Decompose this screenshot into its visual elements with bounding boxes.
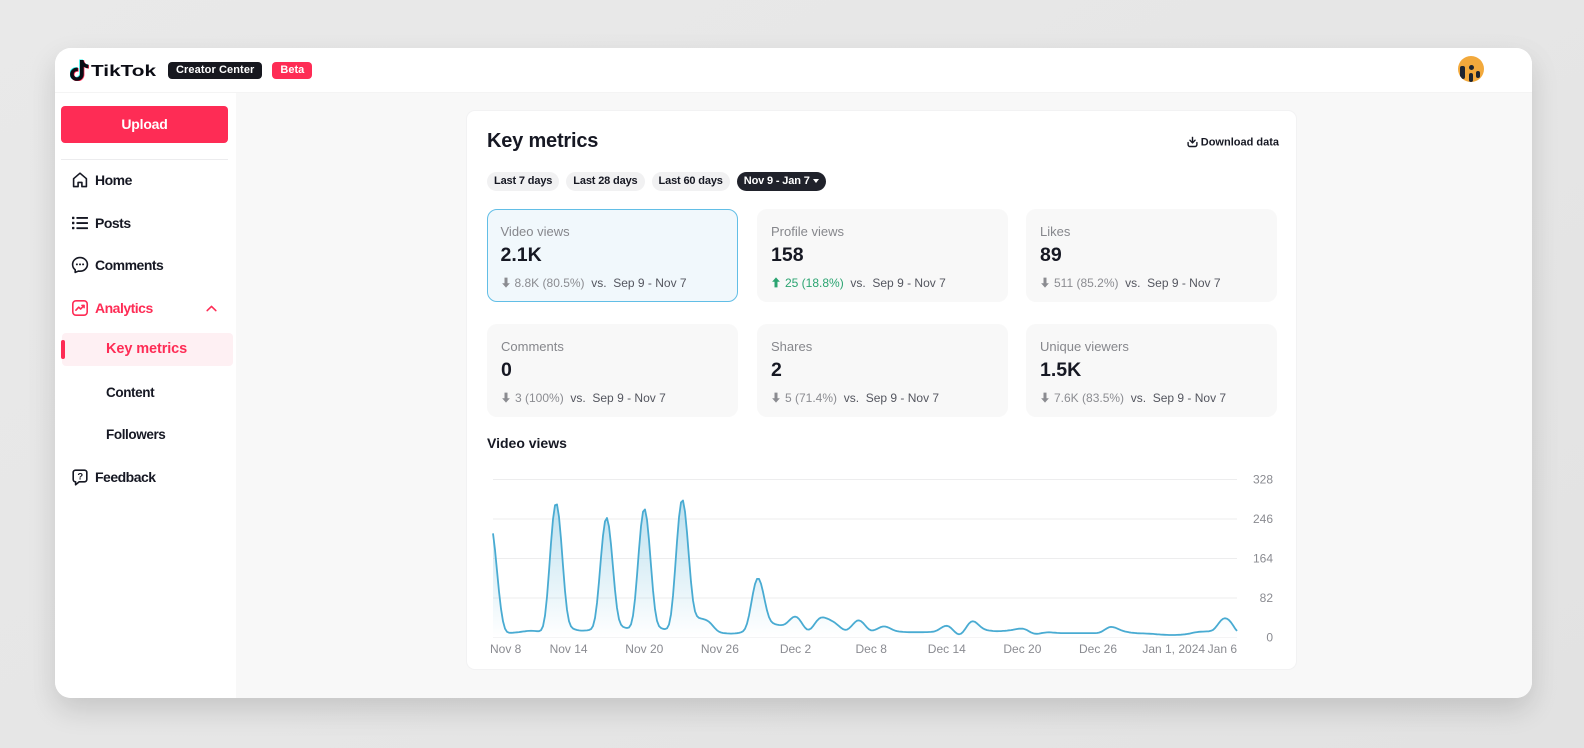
svg-text:TikTok: TikTok [91, 63, 156, 80]
svg-text:Dec 2: Dec 2 [780, 642, 812, 656]
svg-text:82: 82 [1260, 591, 1274, 605]
svg-text:0: 0 [1266, 631, 1273, 645]
svg-text:Nov 20: Nov 20 [625, 642, 663, 656]
svg-text:Dec 20: Dec 20 [1003, 642, 1041, 656]
svg-text:Nov 8: Nov 8 [490, 642, 522, 656]
svg-text:Nov 14: Nov 14 [550, 642, 588, 656]
svg-text:328: 328 [1253, 473, 1273, 487]
svg-text:Nov 26: Nov 26 [701, 642, 739, 656]
svg-text:Dec 8: Dec 8 [856, 642, 888, 656]
svg-text:Dec 26: Dec 26 [1079, 642, 1117, 656]
svg-text:Jan 1, 2024: Jan 1, 2024 [1142, 642, 1205, 656]
svg-text:164: 164 [1253, 552, 1273, 566]
svg-text:Jan 6: Jan 6 [1208, 642, 1238, 656]
svg-text:?: ? [77, 471, 83, 482]
svg-text:246: 246 [1253, 512, 1273, 526]
svg-text:Dec 14: Dec 14 [928, 642, 966, 656]
